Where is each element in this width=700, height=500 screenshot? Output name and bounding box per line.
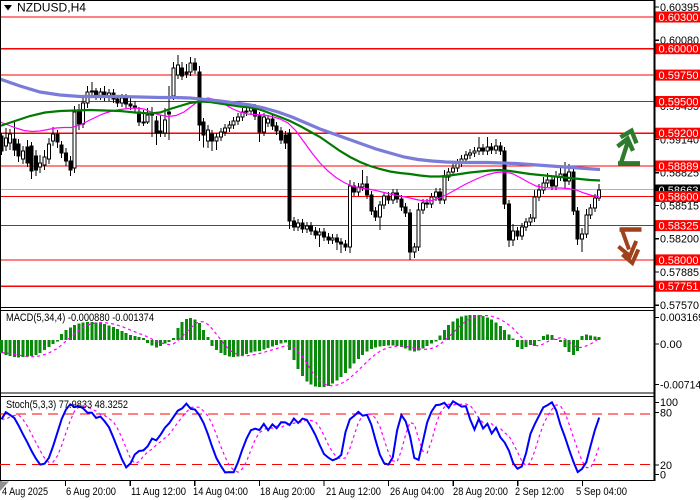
svg-text:0.58889: 0.58889	[659, 161, 699, 173]
svg-text:0.58000: 0.58000	[659, 255, 699, 267]
svg-text:0.00: 0.00	[660, 339, 682, 351]
svg-text:0.003169: 0.003169	[660, 312, 700, 324]
svg-text:0.57751: 0.57751	[659, 281, 699, 293]
svg-text:100: 100	[660, 397, 678, 409]
svg-text:5 Sep 04:00: 5 Sep 04:00	[576, 486, 627, 498]
svg-text:0.59750: 0.59750	[659, 70, 699, 82]
svg-text:2 Sep 12:00: 2 Sep 12:00	[515, 486, 564, 498]
svg-text:4 Aug 2025: 4 Aug 2025	[2, 486, 48, 498]
svg-text:MACD(5,34,4) -0.000880 -0.0013: MACD(5,34,4) -0.000880 -0.001374	[6, 312, 154, 324]
svg-text:0.58515: 0.58515	[660, 200, 699, 212]
svg-text:NZDUSD,H4: NZDUSD,H4	[17, 3, 87, 15]
svg-text:0.59200: 0.59200	[659, 128, 699, 140]
svg-text:0.59500: 0.59500	[659, 97, 699, 109]
svg-text:20: 20	[660, 460, 672, 472]
svg-text:6 Aug 20:00: 6 Aug 20:00	[66, 486, 116, 498]
svg-text:21 Aug 12:00: 21 Aug 12:00	[326, 486, 381, 498]
svg-text:0.60000: 0.60000	[659, 44, 699, 56]
svg-text:0.58600: 0.58600	[659, 192, 699, 204]
svg-text:80: 80	[660, 407, 672, 419]
svg-text:18 Aug 20:00: 18 Aug 20:00	[260, 486, 315, 498]
svg-text:0.57885: 0.57885	[660, 267, 699, 279]
svg-text:0.57570: 0.57570	[660, 300, 699, 312]
svg-text:11 Aug 12:00: 11 Aug 12:00	[131, 486, 186, 498]
svg-text:-0.007141: -0.007141	[660, 379, 700, 391]
svg-text:0.58200: 0.58200	[660, 234, 699, 246]
svg-text:26 Aug 04:00: 26 Aug 04:00	[390, 486, 444, 498]
svg-text:0.60300: 0.60300	[659, 12, 699, 24]
svg-text:Stoch(5,3,3) 77.9833 48.3252: Stoch(5,3,3) 77.9833 48.3252	[6, 399, 128, 411]
svg-text:0.60395: 0.60395	[660, 2, 699, 14]
svg-text:14 Aug 04:00: 14 Aug 04:00	[193, 486, 248, 498]
svg-text:28 Aug 20:00: 28 Aug 20:00	[453, 486, 508, 498]
svg-text:0: 0	[660, 469, 666, 481]
svg-text:0.58325: 0.58325	[659, 221, 699, 233]
